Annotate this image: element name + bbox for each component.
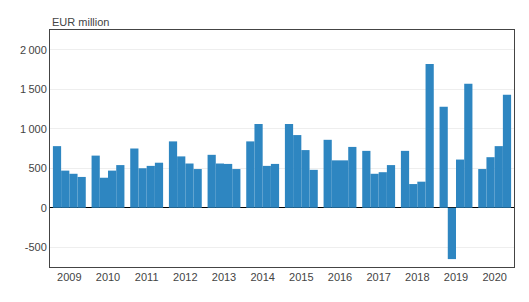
svg-text:2013: 2013 xyxy=(212,271,236,283)
svg-text:2014: 2014 xyxy=(250,271,274,283)
svg-text:-500: -500 xyxy=(25,241,47,253)
svg-text:2012: 2012 xyxy=(173,271,197,283)
svg-text:2018: 2018 xyxy=(405,271,429,283)
svg-text:2020: 2020 xyxy=(482,271,506,283)
svg-text:500: 500 xyxy=(28,162,46,174)
svg-text:1 000: 1 000 xyxy=(20,123,47,135)
svg-text:2009: 2009 xyxy=(57,271,81,283)
svg-text:0: 0 xyxy=(41,202,47,214)
svg-text:2010: 2010 xyxy=(96,271,120,283)
svg-text:2015: 2015 xyxy=(289,271,313,283)
svg-text:EUR million: EUR million xyxy=(52,16,109,28)
svg-text:2019: 2019 xyxy=(444,271,468,283)
svg-text:2011: 2011 xyxy=(135,271,159,283)
svg-text:1 500: 1 500 xyxy=(20,83,47,95)
svg-text:2016: 2016 xyxy=(328,271,352,283)
svg-text:2017: 2017 xyxy=(366,271,390,283)
svg-text:2 000: 2 000 xyxy=(20,44,47,56)
